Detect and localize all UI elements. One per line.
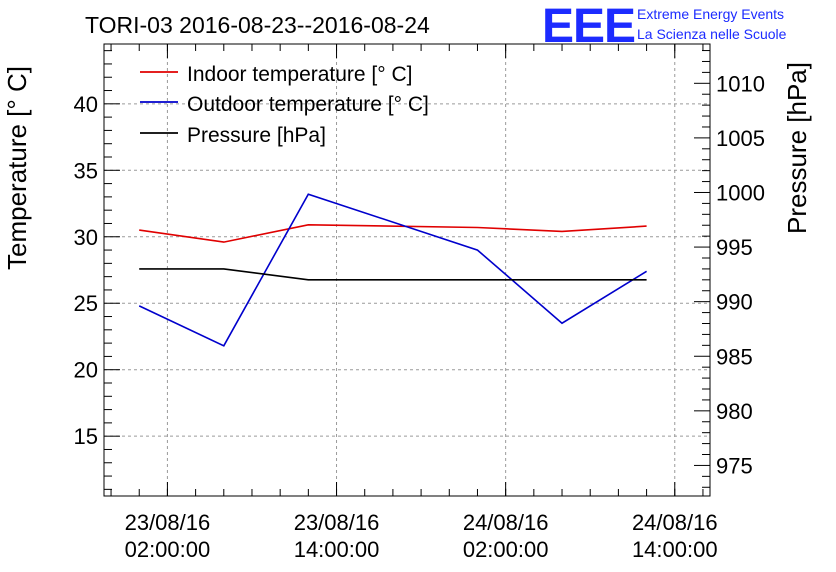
x-tick-label-date: 24/08/16 bbox=[632, 510, 718, 535]
y-tick-label: 40 bbox=[74, 92, 98, 117]
y2-tick-label: 985 bbox=[716, 344, 753, 369]
y-tick-label: 20 bbox=[74, 358, 98, 383]
y-tick-label: 15 bbox=[74, 424, 98, 449]
logo-line-2: La Scienza nelle Scuole bbox=[637, 26, 787, 42]
y2-tick-label: 980 bbox=[716, 399, 753, 424]
grid bbox=[104, 44, 710, 496]
y2-axis-title: Pressure [hPa] bbox=[782, 62, 812, 234]
x-tick-label-time: 02:00:00 bbox=[125, 537, 211, 562]
legend-label-3: Pressure [hPa] bbox=[187, 124, 326, 147]
series-line-2 bbox=[138, 193, 648, 347]
x-tick-label-time: 02:00:00 bbox=[463, 537, 549, 562]
series-lines bbox=[138, 193, 648, 347]
chart-title: TORI-03 2016-08-23--2016-08-24 bbox=[85, 12, 430, 38]
legend-label-2: Outdoor temperature [° C] bbox=[187, 93, 429, 116]
y-tick-label: 30 bbox=[74, 225, 98, 250]
plot-frame bbox=[103, 43, 711, 497]
legend-label-1: Indoor temperature [° C] bbox=[187, 63, 413, 86]
x-tick-label-date: 24/08/16 bbox=[463, 510, 549, 535]
x-tick-label-date: 23/08/16 bbox=[294, 510, 380, 535]
x-tick-label-time: 14:00:00 bbox=[632, 537, 718, 562]
logo-line-1: Extreme Energy Events bbox=[637, 6, 784, 22]
y-tick-label: 35 bbox=[74, 158, 98, 183]
y2-tick-label: 975 bbox=[716, 453, 753, 478]
y2-tick-label: 1010 bbox=[716, 71, 765, 96]
eee-logo: EEE Extreme Energy Events La Scienza nel… bbox=[542, 0, 787, 53]
y-axis-title: Temperature [° C] bbox=[2, 66, 32, 270]
axis-ticks bbox=[104, 44, 710, 496]
x-tick-label-date: 23/08/16 bbox=[125, 510, 211, 535]
y2-tick-label: 1000 bbox=[716, 180, 765, 205]
series-line-1 bbox=[139, 223, 647, 243]
legend: Indoor temperature [° C] Outdoor temperat… bbox=[140, 63, 429, 147]
x-tick-label-time: 14:00:00 bbox=[294, 537, 380, 562]
y2-tick-label: 995 bbox=[716, 235, 753, 260]
y2-tick-label: 1005 bbox=[716, 126, 765, 151]
tick-labels: 23/08/1602:00:0023/08/1614:00:0024/08/16… bbox=[74, 71, 765, 562]
logo-mark: EEE bbox=[542, 0, 635, 53]
y2-tick-label: 990 bbox=[716, 290, 753, 315]
series-line-3 bbox=[139, 268, 647, 281]
y-tick-label: 25 bbox=[74, 291, 98, 316]
